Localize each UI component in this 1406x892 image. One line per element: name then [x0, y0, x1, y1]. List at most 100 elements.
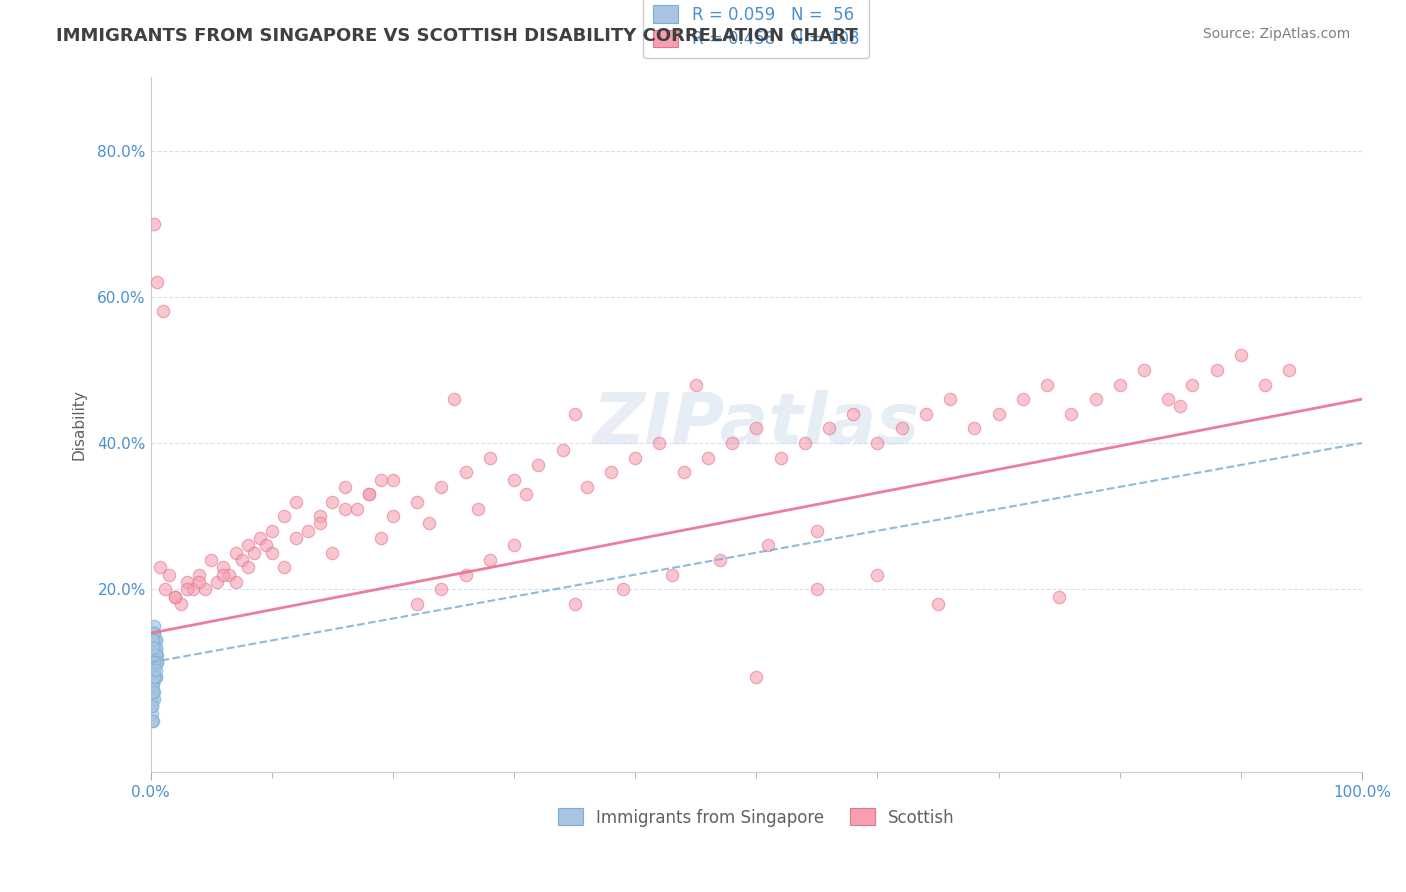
Point — [1254, 377, 1277, 392]
Y-axis label: Disability: Disability — [72, 389, 86, 460]
Point — [285, 494, 308, 508]
Point — [181, 582, 204, 597]
Point — [370, 473, 392, 487]
Point — [721, 436, 744, 450]
Point — [236, 560, 259, 574]
Point — [163, 590, 186, 604]
Point — [145, 656, 167, 670]
Point — [273, 560, 295, 574]
Point — [143, 663, 166, 677]
Point — [309, 509, 332, 524]
Point — [218, 567, 240, 582]
Point — [194, 582, 217, 597]
Point — [806, 582, 828, 597]
Point — [188, 574, 211, 589]
Point — [478, 553, 501, 567]
Point — [515, 487, 537, 501]
Point — [333, 480, 356, 494]
Point — [672, 465, 695, 479]
Point — [142, 633, 165, 648]
Point — [142, 684, 165, 698]
Point — [142, 626, 165, 640]
Point — [155, 582, 177, 597]
Point — [142, 656, 165, 670]
Point — [818, 421, 841, 435]
Point — [143, 648, 166, 662]
Point — [612, 582, 634, 597]
Point — [236, 538, 259, 552]
Point — [142, 656, 165, 670]
Point — [260, 524, 283, 538]
Point — [188, 567, 211, 582]
Point — [467, 501, 489, 516]
Point — [145, 656, 167, 670]
Text: ZIPatlas: ZIPatlas — [593, 390, 920, 459]
Point — [769, 450, 792, 465]
Point — [143, 626, 166, 640]
Point — [141, 670, 163, 684]
Point — [176, 582, 198, 597]
Point — [141, 692, 163, 706]
Point — [141, 684, 163, 698]
Point — [142, 656, 165, 670]
Point — [143, 217, 166, 231]
Point — [1181, 377, 1204, 392]
Point — [915, 407, 938, 421]
Point — [1047, 590, 1070, 604]
Point — [321, 494, 343, 508]
Legend: Immigrants from Singapore, Scottish: Immigrants from Singapore, Scottish — [551, 802, 962, 833]
Point — [745, 670, 768, 684]
Point — [145, 275, 167, 289]
Point — [793, 436, 815, 450]
Point — [163, 590, 186, 604]
Point — [346, 501, 368, 516]
Point — [143, 626, 166, 640]
Point — [142, 633, 165, 648]
Point — [890, 421, 912, 435]
Point — [145, 648, 167, 662]
Point — [927, 597, 949, 611]
Point — [1205, 363, 1227, 377]
Point — [600, 465, 623, 479]
Point — [454, 567, 477, 582]
Point — [145, 670, 167, 684]
Point — [142, 640, 165, 655]
Point — [418, 516, 440, 531]
Point — [1060, 407, 1083, 421]
Point — [224, 546, 246, 560]
Point — [309, 516, 332, 531]
Point — [260, 546, 283, 560]
Point — [149, 560, 172, 574]
Point — [143, 656, 166, 670]
Point — [142, 714, 165, 728]
Point — [866, 436, 889, 450]
Point — [170, 597, 193, 611]
Point — [141, 706, 163, 721]
Point — [143, 670, 166, 684]
Point — [1084, 392, 1107, 406]
Point — [1036, 377, 1059, 392]
Point — [207, 574, 229, 589]
Point — [142, 640, 165, 655]
Point — [381, 473, 404, 487]
Point — [406, 597, 429, 611]
Point — [145, 670, 167, 684]
Point — [157, 567, 180, 582]
Point — [142, 633, 165, 648]
Point — [141, 714, 163, 728]
Point — [141, 699, 163, 714]
Point — [564, 407, 586, 421]
Point — [141, 663, 163, 677]
Point — [141, 699, 163, 714]
Point — [333, 501, 356, 516]
Point — [143, 692, 166, 706]
Point — [142, 648, 165, 662]
Text: Source: ZipAtlas.com: Source: ZipAtlas.com — [1202, 27, 1350, 41]
Point — [503, 538, 526, 552]
Point — [564, 597, 586, 611]
Point — [503, 473, 526, 487]
Point — [224, 574, 246, 589]
Point — [273, 509, 295, 524]
Point — [1168, 400, 1191, 414]
Point — [370, 531, 392, 545]
